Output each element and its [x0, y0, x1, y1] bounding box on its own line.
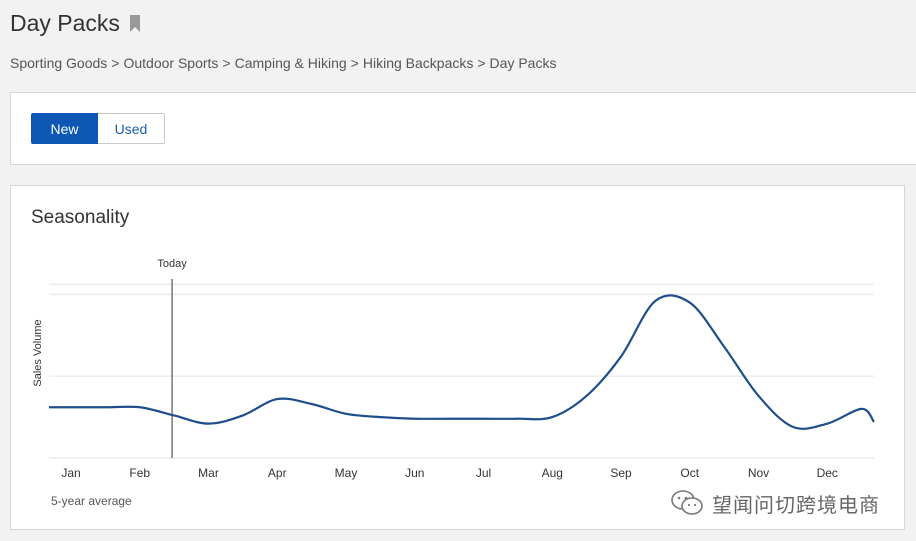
breadcrumb-item[interactable]: Camping & Hiking [234, 55, 347, 71]
x-tick-label: Jul [476, 466, 491, 480]
seasonality-card: Seasonality Sales Volume Jan Feb Mar Apr May J… [10, 185, 905, 530]
title-row: Day Packs [10, 10, 141, 37]
breadcrumb: Sporting Goods > Outdoor Sports > Camping & … [10, 55, 556, 71]
breadcrumb-item: Day Packs [489, 55, 557, 71]
x-tick-label: Feb [129, 466, 150, 480]
wechat-icon [671, 490, 703, 515]
watermark-text: 望闻问切跨境电商 [712, 494, 880, 517]
x-tick-label: Apr [268, 466, 287, 480]
sales-volume-line [48, 294, 875, 430]
x-tick-label: Jun [405, 466, 424, 480]
y-axis-label: Sales Volume [32, 319, 44, 386]
x-tick-label: Aug [542, 466, 563, 480]
bookmark-icon[interactable] [129, 15, 141, 32]
breadcrumb-item[interactable]: Sporting Goods [10, 55, 108, 71]
today-label: Today [157, 258, 187, 270]
breadcrumb-item[interactable]: Hiking Backpacks [362, 55, 474, 71]
breadcrumb-item[interactable]: Outdoor Sports [123, 55, 219, 71]
watermark: 望闻问切跨境电商 [670, 488, 880, 518]
breadcrumb-separator: > [477, 55, 486, 71]
x-tick-label: Mar [198, 466, 219, 480]
x-tick-label: Nov [748, 466, 769, 480]
page-title: Day Packs [10, 10, 120, 36]
x-tick-label: Dec [817, 466, 838, 480]
breadcrumb-separator: > [111, 55, 120, 71]
condition-card: New Used [10, 92, 916, 165]
chart-footnote: 5-year average [51, 494, 132, 508]
breadcrumb-separator: > [350, 55, 359, 71]
x-tick-label: Sep [610, 466, 632, 480]
used-button[interactable]: Used [98, 113, 165, 144]
x-tick-label: Jan [61, 466, 80, 480]
new-button[interactable]: New [31, 113, 98, 144]
seasonality-title: Seasonality [31, 207, 130, 228]
condition-toggle: New Used [31, 113, 165, 144]
breadcrumb-separator: > [222, 55, 231, 71]
seasonality-chart: Sales Volume Jan Feb Mar Apr May Jun Jul Aug Sep O… [32, 258, 875, 480]
x-tick-label: Oct [680, 466, 699, 480]
x-tick-label: May [335, 466, 358, 480]
